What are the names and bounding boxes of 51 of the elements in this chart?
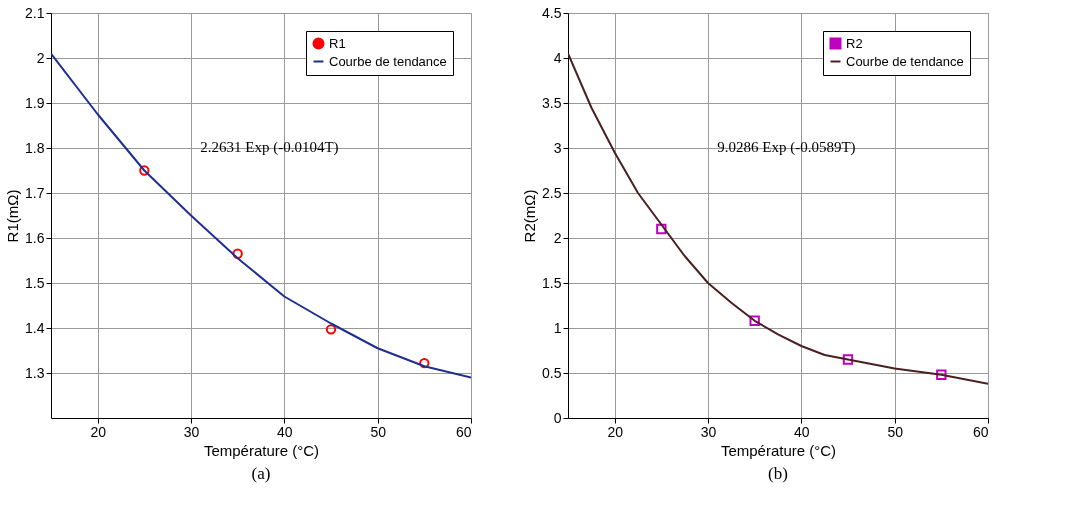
y-tick-label: 3 — [553, 139, 562, 156]
legend-label: R2 — [846, 35, 863, 51]
x-axis-title: Température (°C) — [203, 441, 320, 459]
annotation: 9.0286 Exp (-0.0589T) — [717, 138, 856, 156]
x-tick-label: 20 — [90, 423, 107, 440]
y-axis-title: R1(mΩ) — [4, 189, 22, 243]
point — [656, 223, 667, 235]
x-tick-label: 60 — [455, 423, 472, 440]
y-axis-title: R2(mΩ) — [521, 189, 539, 243]
x-tick-label: 30 — [183, 423, 200, 440]
y-tick-label: 1.5 — [542, 274, 562, 291]
y-tick-label: 1.3 — [25, 364, 45, 381]
x-axis-title: Température (°C) — [720, 441, 837, 459]
x-tick-label: 50 — [887, 423, 904, 440]
annotation: 2.2631 Exp (-0.0104T) — [200, 138, 339, 156]
y-tick-label: 1 — [553, 319, 562, 336]
point — [232, 248, 243, 259]
x-tick-label: 30 — [700, 423, 717, 440]
point — [936, 369, 947, 380]
x-tick-label: 50 — [370, 423, 387, 440]
point — [325, 324, 337, 335]
line-series — [568, 52, 988, 385]
point — [419, 357, 430, 369]
point — [749, 315, 760, 326]
y-tick-label: 2.1 — [25, 4, 45, 21]
point — [842, 354, 854, 365]
y-tick-label: 4 — [553, 49, 562, 66]
line-series — [51, 52, 471, 379]
y-tick-label: 1.6 — [25, 229, 45, 246]
y-tick-label: 3.5 — [542, 94, 562, 111]
x-tick-label: 20 — [607, 423, 624, 440]
x-tick-label: 60 — [972, 423, 989, 440]
text: (b) — [768, 464, 788, 483]
x-tick-label: 40 — [277, 423, 293, 440]
legend-label: Courbe de tendance — [846, 53, 964, 69]
y-tick-label: 4.5 — [542, 4, 562, 21]
y-tick-label: 1.9 — [25, 94, 45, 111]
legend-label: R1 — [329, 35, 346, 51]
y-tick-label: 0.5 — [542, 364, 562, 381]
legend-label: Courbe de tendance — [329, 53, 447, 69]
y-tick-label: 1.5 — [25, 274, 45, 291]
y-tick-label: 1.4 — [25, 319, 45, 336]
y-tick-label: 1.8 — [25, 139, 45, 156]
y-tick-label: 1.7 — [25, 184, 45, 201]
y-tick-label: 2 — [36, 49, 45, 66]
y-tick-label: 0 — [553, 409, 562, 426]
x-tick-label: 40 — [794, 423, 810, 440]
y-tick-label: 2.5 — [542, 184, 562, 201]
y-tick-label: 2 — [553, 229, 562, 246]
point — [139, 165, 150, 176]
text: (a) — [251, 464, 271, 483]
